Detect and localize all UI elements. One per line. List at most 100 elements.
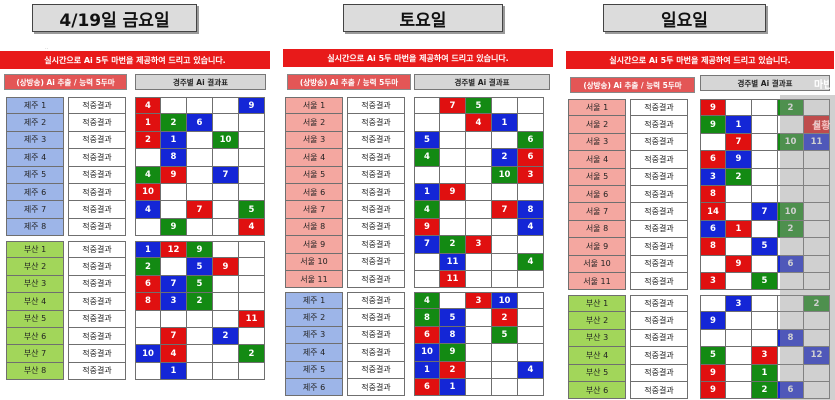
empty-cell [778,295,804,313]
banner-friday: 실시간으로 Ai 5두 마번을 제공하여 드리고 있습니다. [0,51,270,69]
horse-number-cell: 9 [726,255,752,273]
empty-cell [518,114,544,132]
race-label: 제주 5 [6,166,64,184]
empty-cell [187,310,213,328]
hit-result-cell: 적중결과 [630,168,688,186]
empty-cell [778,185,804,204]
horse-number-cell: 3 [752,347,778,365]
result-column: 적중결과 적중결과 적중결과 적중결과 적중결과 적중결과 적중결과 적중결과 적중결과 적중결과… [347,97,405,289]
hit-result-cell: 적중결과 [68,275,126,294]
race-label: 제주 5 [285,361,343,379]
empty-cell [492,253,518,271]
hit-result-cell: 적중결과 [68,258,126,276]
hit-result-cell: 적중결과 [347,378,405,397]
ai-result-grid: 3 2 9 8 5 3 12 9 1 9 2 6 [700,295,830,400]
horse-number-cell: 2 [239,345,265,363]
empty-cell [492,361,518,379]
empty-cell [726,381,752,400]
race-label: 서울 2 [285,114,343,132]
horse-number-cell: 1 [414,183,440,202]
ai-result-grid: 1 12 9 2 5 9 6 7 5 8 3 2 11 7 2 10 4 2 1 [135,241,265,381]
banner-sunday: 실시간으로 Ai 5두 마번을 제공하여 드리고 있습니다. [566,51,834,69]
grid-row: 11 4 [414,253,544,271]
empty-cell [492,378,518,397]
horse-number-cell: 7 [752,203,778,221]
empty-cell [239,149,265,167]
horse-number-cell: 7 [726,133,752,152]
horse-number-cell: 2 [492,149,518,167]
hit-result-cell: 적중결과 [630,272,688,291]
empty-cell [804,238,830,256]
empty-cell [752,116,778,134]
horse-number-cell: 4 [161,345,187,363]
horse-number-cell: 10 [414,344,440,362]
header-saturday: 토요일 [343,4,503,32]
horse-number-cell: 5 [239,201,265,219]
empty-cell [804,185,830,204]
hit-result-cell: 적중결과 [347,183,405,202]
empty-cell [239,114,265,132]
empty-cell [804,203,830,221]
hit-result-cell: 적중결과 [630,151,688,169]
race-label: 부산 4 [6,293,64,311]
empty-cell [213,310,239,328]
hit-result-cell: 적중결과 [347,131,405,150]
empty-cell [466,183,492,202]
race-label-column: 서울 1 서울 2 서울 3 서울 4 서울 5 서울 6 서울 7 서울 8 서울 9 서울 1… [285,97,343,289]
horse-number-cell: 5 [752,238,778,256]
horse-number-cell: 2 [440,361,466,379]
hit-result-cell: 적중결과 [347,344,405,362]
empty-cell [239,183,265,202]
empty-cell [518,292,544,310]
empty-cell [778,151,804,169]
race-label: 부산 2 [6,258,64,276]
empty-cell [187,131,213,150]
empty-cell [135,310,161,328]
race-label: 서울 8 [568,220,626,239]
race-label: 제주 6 [285,378,343,397]
horse-number-cell: 8 [778,329,804,348]
empty-cell [187,183,213,202]
empty-cell [239,241,265,259]
horse-number-cell: 3 [700,272,726,291]
horse-number-cell: 1 [135,241,161,259]
horse-number-cell: 9 [700,381,726,400]
horse-number-cell: 7 [492,201,518,219]
empty-cell [213,114,239,132]
race-label: 서울 1 [568,99,626,117]
hit-result-cell: 적중결과 [68,310,126,328]
hit-result-cell: 적중결과 [347,270,405,289]
empty-cell [700,133,726,152]
grid-row: 7 10 11 [700,133,830,152]
empty-cell [778,238,804,256]
hit-result-cell: 적중결과 [347,236,405,254]
race-label: 서울 11 [285,270,343,289]
empty-cell [778,312,804,330]
empty-cell [466,378,492,397]
race-label: 서울 9 [568,238,626,256]
race-label: 제주 8 [6,218,64,237]
race-label: 서울 3 [568,133,626,152]
empty-cell [161,310,187,328]
hit-result-cell: 적중결과 [347,201,405,219]
horse-number-cell: 7 [213,166,239,184]
horse-number-cell: 1 [161,131,187,150]
empty-cell [213,345,239,363]
grid-row: 10 [135,183,265,202]
race-label: 제주 3 [285,326,343,345]
race-label-column: 부산 1 부산 2 부산 3 부산 4 부산 5 부산 6 [568,295,626,400]
horse-number-cell: 7 [161,275,187,294]
race-label: 부산 2 [568,312,626,330]
hit-result-cell: 적중결과 [630,329,688,348]
horse-number-cell: 5 [492,326,518,345]
horse-number-cell: 4 [135,166,161,184]
hit-result-cell: 적중결과 [347,326,405,345]
